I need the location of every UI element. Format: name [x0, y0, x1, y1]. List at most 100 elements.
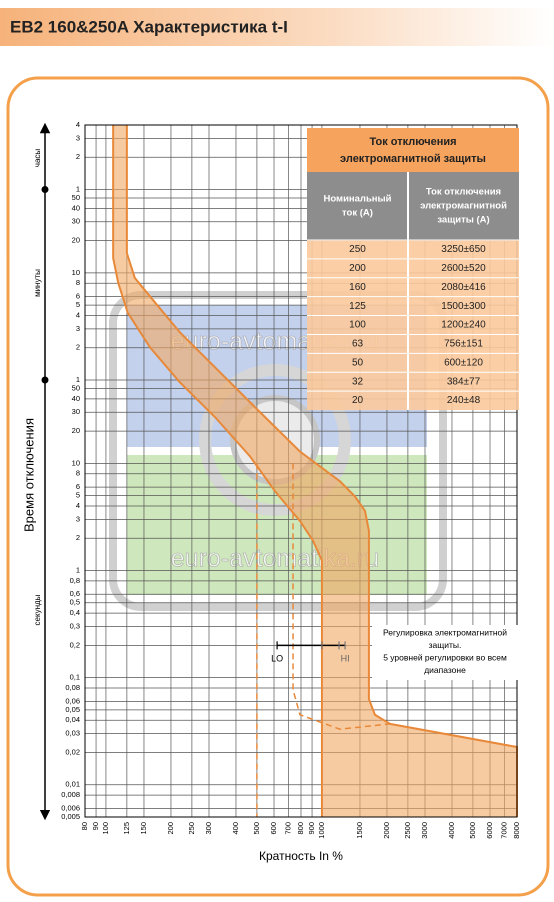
y-tick-label: 0,1	[70, 673, 80, 682]
y-section: минуты	[33, 269, 42, 297]
y-tick-label: 40	[72, 394, 80, 403]
y-tick-label: 0,05	[65, 705, 80, 714]
y-tick-label: 5	[76, 300, 80, 309]
x-tick-label: 100	[101, 822, 110, 835]
table-header-bg	[307, 172, 519, 240]
table-title: Ток отключения	[369, 136, 456, 148]
y-tick-label: 4	[76, 501, 80, 510]
table-row-bg	[307, 296, 519, 316]
annotation: диапазоне	[424, 665, 466, 675]
x-tick-label: 150	[139, 822, 148, 835]
y-tick-label: 20	[72, 236, 80, 245]
x-tick-label: 200	[166, 822, 175, 835]
y-tick-label: 2	[76, 533, 80, 542]
y-tick-label: 8	[76, 278, 80, 287]
x-tick-label: 250	[187, 822, 196, 835]
y-tick-label: 0,008	[61, 790, 80, 799]
table-header: Номинальный	[324, 194, 392, 205]
adjust-label: LO	[271, 654, 283, 664]
table-row-bg	[307, 240, 519, 259]
table-cell: 50	[352, 357, 364, 368]
x-tick-label: 600	[269, 822, 278, 835]
table-cell: 250	[349, 244, 366, 255]
x-tick-label: 5000	[468, 822, 477, 839]
curve	[125, 125, 518, 817]
y-tick-label: 20	[72, 426, 80, 435]
x-tick-label: 3000	[420, 822, 429, 839]
y-tick-label: 50	[72, 193, 80, 202]
table-cell: 32	[352, 376, 364, 387]
y-tick-label: 0,06	[65, 696, 80, 705]
x-tick-label: 1500	[355, 822, 364, 839]
y-tick-label: 6	[76, 292, 80, 301]
table-cell: 63	[352, 339, 364, 350]
y-section: часы	[33, 149, 42, 168]
y-tick-label: 4	[76, 120, 80, 129]
y-tick-label: 0,04	[65, 715, 80, 724]
table-cell: 20	[352, 395, 364, 406]
table-row-bg	[307, 334, 519, 354]
y-tick-label: 1	[76, 565, 80, 574]
y-tick-label: 50	[72, 383, 80, 392]
y-tick-label: 0,006	[61, 804, 80, 813]
y-tick-label: 6	[76, 482, 80, 491]
y-tick-label: 10	[72, 268, 80, 277]
table-row-bg	[307, 391, 519, 410]
watermark-frame	[109, 291, 447, 611]
dashed-curve	[292, 463, 391, 730]
table-row-bg	[307, 277, 519, 297]
table-cell: 125	[349, 301, 366, 312]
table-cell: 240±48	[447, 395, 481, 406]
x-tick-label: 800	[296, 822, 305, 835]
x-axis-label: Кратность In %	[259, 849, 343, 863]
y-tick-label: 2	[76, 343, 80, 352]
table-cell: 756±151	[444, 339, 483, 350]
table-header: электромагнитной	[420, 201, 507, 212]
table-row-bg	[307, 353, 519, 373]
table-title-bg	[307, 128, 519, 172]
annotation: защиты.	[429, 640, 462, 650]
band-fill	[113, 125, 517, 817]
y-tick-label: 0,01	[65, 780, 80, 789]
x-tick-label: 2500	[403, 822, 412, 839]
y-tick-label: 0,005	[61, 812, 80, 821]
x-tick-label: 4000	[447, 822, 456, 839]
y-tick-label: 3	[76, 133, 80, 142]
watermark-logo	[199, 364, 351, 516]
x-tick-label: 6000	[485, 822, 494, 839]
y-tick-label: 0,03	[65, 729, 80, 738]
x-tick-label: 80	[80, 822, 89, 830]
y-tick-label: 2	[76, 152, 80, 161]
table-row-bg	[307, 372, 519, 392]
title-banner	[0, 8, 554, 46]
table-header: защиты (А)	[437, 215, 489, 226]
y-tick-label: 1	[76, 184, 80, 193]
y-tick-label: 0,8	[70, 576, 80, 585]
table-header: Ток отключения	[426, 187, 501, 198]
table-cell: 2600±520	[441, 263, 486, 274]
table-cell: 3250±650	[441, 244, 486, 255]
y-tick-label: 40	[72, 203, 80, 212]
table-cell: 2080±416	[441, 282, 486, 293]
table-cell: 100	[349, 320, 366, 331]
x-tick-label: 300	[204, 822, 213, 835]
y-tick-label: 8	[76, 469, 80, 478]
table-row-bg	[307, 258, 519, 278]
y-tick-label: 0,02	[65, 747, 80, 756]
section-dot	[41, 376, 49, 384]
table-cell: 384±77	[447, 376, 481, 387]
y-tick-label: 4	[76, 310, 80, 319]
y-tick-label: 0,6	[70, 589, 80, 598]
chart-title: EB2 160&250A Характеристика t-I	[10, 17, 288, 36]
x-tick-label: 400	[231, 822, 240, 835]
annotation: Регулировка электромагнитной	[383, 627, 507, 637]
table-header: ток (А)	[342, 208, 373, 219]
section-dot	[41, 185, 49, 193]
y-tick-label: 30	[72, 217, 80, 226]
plot-border	[84, 124, 518, 818]
curve	[112, 125, 323, 817]
y-tick-label: 3	[76, 514, 80, 523]
x-tick-label: 2000	[382, 822, 391, 839]
y-tick-label: 0,5	[70, 598, 80, 607]
table-cell: 160	[349, 282, 366, 293]
